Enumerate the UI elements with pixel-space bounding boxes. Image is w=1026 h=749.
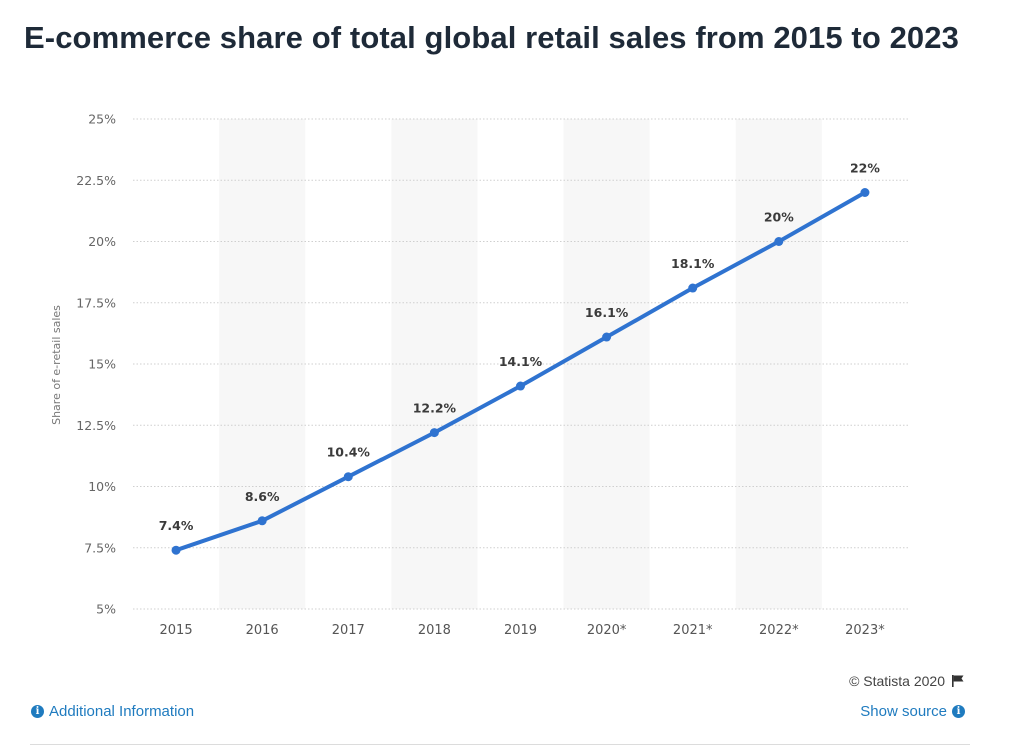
y-tick-label: 10% [88, 479, 116, 494]
additional-information-text: Additional Information [49, 703, 195, 720]
footer-divider [30, 744, 970, 745]
x-tick-label: 2015 [160, 623, 193, 638]
x-axis-ticks: 2015 2016 2017 2018 2019 2020* 2021* 2022* 2023* [160, 623, 886, 638]
x-tick-label: 2021* [673, 623, 713, 638]
data-label: 7.4% [159, 518, 194, 533]
y-tick-label: 5% [96, 602, 116, 617]
data-point[interactable] [171, 545, 181, 555]
x-tick-label: 2018 [418, 623, 451, 638]
data-point[interactable] [602, 332, 612, 342]
y-axis-label: Share of e-retail sales [50, 305, 63, 425]
y-tick-label: 17.5% [76, 295, 116, 310]
chart-title: E-commerce share of total global retail … [24, 20, 959, 55]
credit-text: © Statista 2020 [849, 673, 945, 689]
data-point[interactable] [429, 428, 439, 438]
x-tick-label: 2023* [845, 623, 885, 638]
data-point[interactable] [688, 283, 698, 293]
data-label: 20% [764, 210, 794, 225]
x-tick-label: 2017 [332, 623, 365, 638]
show-source-text: Show source [860, 703, 947, 720]
data-label: 16.1% [585, 305, 629, 320]
y-tick-label: 12.5% [76, 418, 116, 433]
y-tick-label: 15% [88, 357, 116, 372]
data-label: 12.2% [413, 401, 457, 416]
data-label: 18.1% [671, 256, 715, 271]
data-label: 22% [850, 161, 880, 176]
data-point[interactable] [343, 472, 353, 482]
x-tick-label: 2020* [587, 623, 627, 638]
x-tick-label: 2016 [246, 623, 279, 638]
info-icon: i [952, 705, 965, 718]
y-tick-label: 25% [88, 112, 116, 127]
data-point[interactable] [516, 381, 525, 391]
copyright-credit: © Statista 2020 [849, 673, 965, 689]
data-label: 14.1% [499, 354, 543, 369]
show-source-link[interactable]: Show source i [860, 703, 965, 720]
y-axis-ticks: 5% 7.5% 10% 12.5% 15% 17.5% 20% 22.5% 25% [76, 112, 116, 617]
info-icon: i [31, 705, 44, 718]
y-tick-label: 22.5% [76, 173, 116, 188]
flag-icon[interactable] [951, 674, 965, 688]
line-chart: 5%7.5%10%12.5%15%17.5%20%22.5%25% 2015 20… [50, 112, 908, 638]
x-tick-label: 2019 [504, 623, 537, 638]
data-points [171, 188, 870, 555]
data-point[interactable] [257, 516, 267, 526]
data-labels: 7.4% 8.6% 10.4% 12.2% 14.1% 16.1% 18.1% 20% 22% [159, 161, 881, 534]
data-label: 10.4% [327, 445, 371, 460]
data-point[interactable] [774, 237, 784, 246]
additional-information-link[interactable]: i Additional Information [31, 703, 194, 720]
data-label: 8.6% [245, 489, 280, 504]
y-tick-label: 7.5% [84, 540, 116, 555]
y-tick-label: 20% [88, 234, 116, 249]
data-point[interactable] [860, 188, 870, 197]
x-tick-label: 2022* [759, 623, 799, 638]
